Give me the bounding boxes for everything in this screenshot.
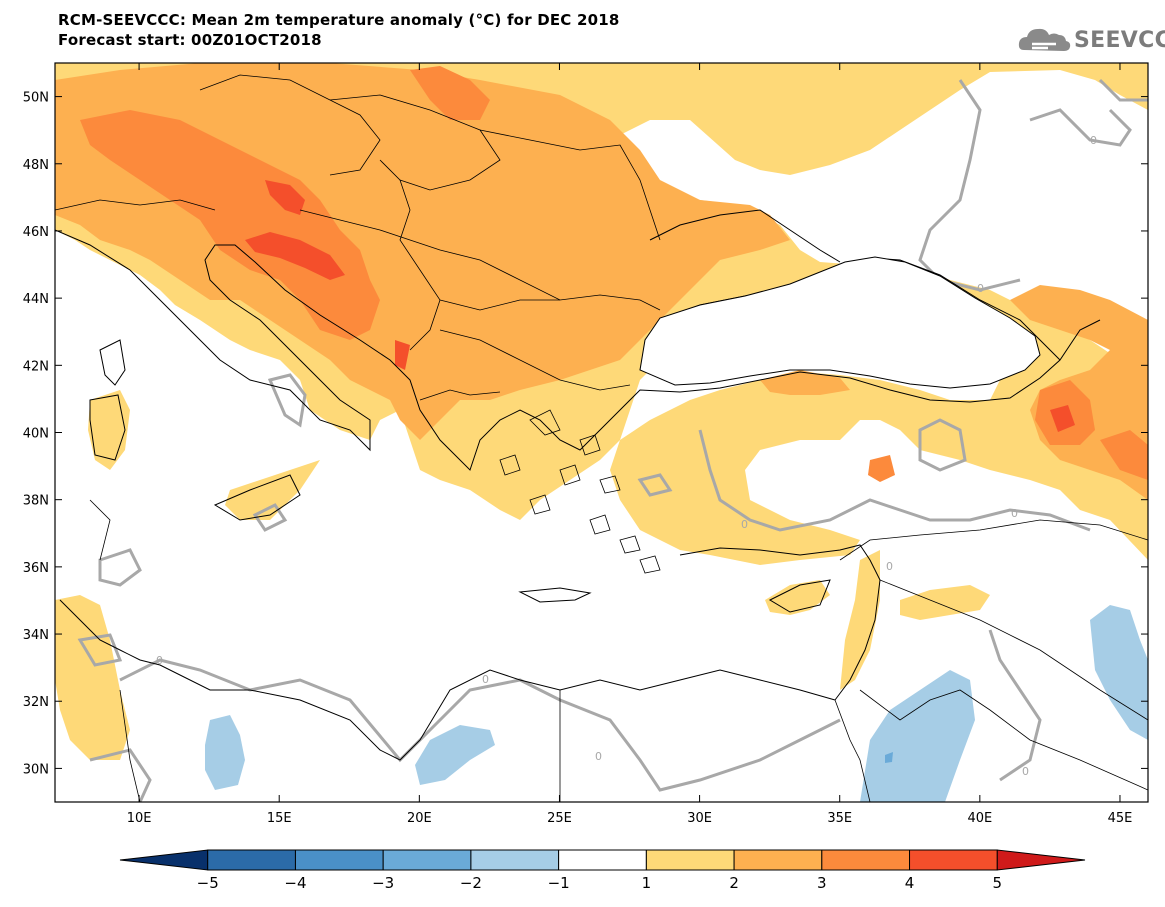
svg-text:0: 0 — [1090, 134, 1097, 147]
forecast-start-label: Forecast start: 00Z01OCT2018 — [58, 31, 322, 49]
colorbar-label: −4 — [284, 874, 306, 892]
logo-text: SEEVCCC — [1074, 28, 1165, 53]
lat-tick-label: 42N — [23, 359, 49, 374]
lat-tick-label: 36N — [23, 561, 49, 576]
lon-tick-label: 10E — [127, 811, 152, 826]
aegean-islands — [499, 409, 661, 574]
colorbar-bin — [470, 849, 560, 871]
anomaly-patch-1-2 — [88, 390, 130, 470]
colorbar-bin — [294, 849, 384, 871]
anomaly-band-3-4 — [80, 110, 380, 340]
anomaly-band-minus-2-3 — [885, 752, 893, 763]
coastlines — [55, 209, 1101, 761]
latitude-axis: 30N 32N 34N 36N 38N 40N 42N 44N 46N 48N 50N — [23, 91, 1148, 777]
svg-text:0: 0 — [1011, 507, 1018, 520]
lat-tick-label: 32N — [23, 695, 49, 710]
svg-text:0: 0 — [886, 560, 893, 573]
lon-tick-label: 40E — [967, 811, 992, 826]
colorbar-bin — [821, 849, 911, 871]
anomaly-patch-1-2 — [225, 460, 320, 520]
svg-text:0: 0 — [595, 750, 602, 763]
colorbar-bin — [733, 849, 823, 871]
anomaly-band-2-3 — [760, 370, 850, 395]
colorbar-bin — [996, 849, 1086, 871]
lat-tick-label: 50N — [23, 91, 49, 106]
country-borders — [55, 74, 1148, 802]
lat-tick-label: 34N — [23, 628, 49, 643]
black-sea — [639, 256, 1041, 389]
longitude-axis: 10E 15E 20E 25E 30E 35E 40E 45E — [127, 63, 1133, 826]
svg-text:0: 0 — [482, 673, 489, 686]
colorbar-bin — [119, 849, 209, 871]
anomaly-band-4-5 — [245, 232, 345, 280]
colorbar-label: −1 — [548, 874, 570, 892]
colorbar-label: 2 — [729, 874, 739, 892]
colorbar-label: 1 — [642, 874, 652, 892]
anomaly-field: 0 0 0 0 0 0 0 0 0 — [55, 63, 1148, 802]
lon-tick-label: 15E — [267, 811, 292, 826]
lon-tick-label: 45E — [1108, 811, 1133, 826]
colorbar-label: 4 — [905, 874, 915, 892]
lat-tick-label: 48N — [23, 158, 49, 173]
anomaly-patch-1-2 — [55, 595, 130, 760]
colorbar-bin — [382, 849, 472, 871]
seevccc-logo: SEEVCCC — [1018, 24, 1165, 58]
lat-tick-label: 38N — [23, 494, 49, 509]
anomaly-band-minus-1-2 — [860, 670, 975, 802]
lon-tick-label: 25E — [547, 811, 572, 826]
lon-tick-label: 30E — [687, 811, 712, 826]
lat-tick-label: 30N — [23, 762, 49, 777]
anomaly-band-minus-1-2 — [415, 725, 495, 785]
anomaly-band-minus-1-2 — [205, 715, 245, 790]
colorbar-label: −3 — [372, 874, 394, 892]
svg-text:0: 0 — [977, 282, 984, 295]
map-title: RCM-SEEVCCC: Mean 2m temperature anomaly… — [58, 11, 620, 29]
anomaly-band-3-4 — [868, 455, 895, 482]
svg-text:0: 0 — [741, 518, 748, 531]
anomaly-band-minus-1-2 — [1090, 605, 1148, 740]
anomaly-band-4-5 — [395, 340, 410, 370]
anomaly-patch-1-2 — [900, 585, 990, 620]
cloud-icon — [1018, 28, 1071, 51]
anomaly-band-3-4 — [410, 66, 490, 120]
lon-tick-label: 20E — [407, 811, 432, 826]
zero-contour-labels: 0 0 0 0 0 0 0 0 0 — [156, 134, 1097, 778]
lat-tick-label: 40N — [23, 427, 49, 442]
lat-tick-label: 44N — [23, 292, 49, 307]
colorbar: −5 −4 −3 −2 −1 1 2 3 4 5 — [119, 849, 1086, 892]
anomaly-band-4-5 — [265, 180, 305, 215]
lat-tick-label: 46N — [23, 225, 49, 240]
colorbar-bin — [558, 849, 647, 871]
svg-text:0: 0 — [156, 654, 163, 667]
anomaly-band-4-5 — [1050, 405, 1075, 432]
svg-text:0: 0 — [1022, 765, 1029, 778]
colorbar-bin — [207, 849, 296, 871]
colorbar-label: 5 — [992, 874, 1002, 892]
colorbar-label: −5 — [197, 874, 219, 892]
colorbar-bin — [909, 849, 998, 871]
lon-tick-label: 35E — [827, 811, 852, 826]
zero-contours — [77, 78, 1148, 802]
anomaly-patch-1-2 — [840, 550, 880, 690]
colorbar-label: −2 — [460, 874, 482, 892]
colorbar-bin — [645, 849, 735, 871]
colorbar-label: 3 — [817, 874, 827, 892]
anomaly-band-3-4 — [1100, 430, 1148, 480]
